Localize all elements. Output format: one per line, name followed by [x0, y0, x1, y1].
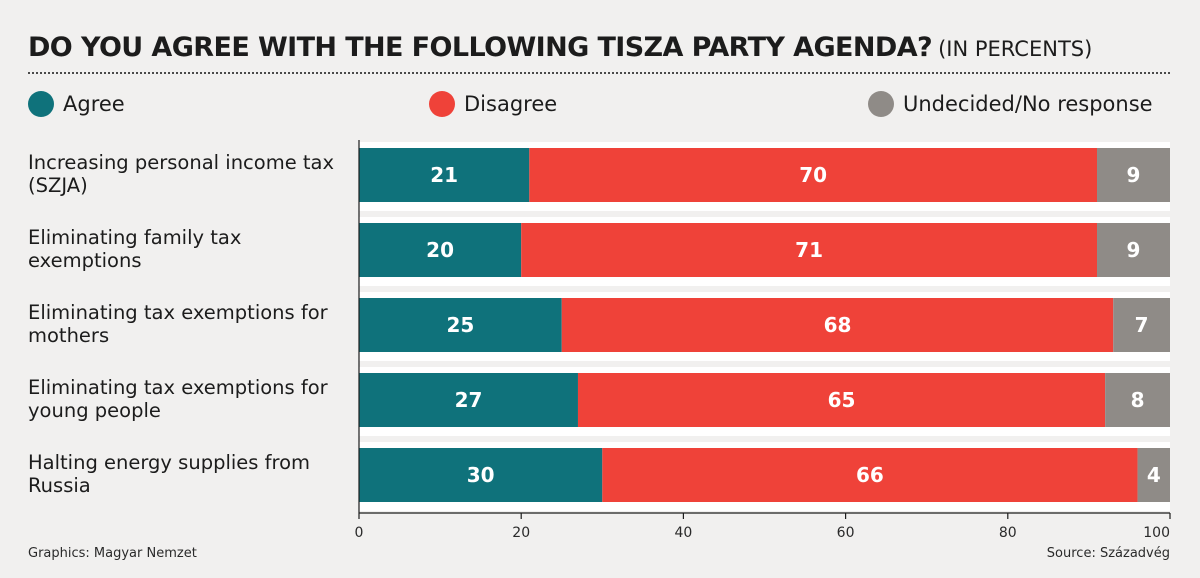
x-tick-label-20: 20 — [512, 525, 530, 541]
bar-agree-1 — [359, 148, 530, 202]
legend-item-disagree: Disagree — [429, 88, 557, 120]
legend-label-agree: Agree — [63, 92, 125, 116]
data-label-agree-4: 27 — [455, 388, 483, 412]
bar-undecided-5 — [1137, 448, 1170, 502]
category-label-2: Eliminating family tax exemptions — [28, 226, 242, 272]
data-label-undecided-2: 9 — [1127, 238, 1141, 262]
category-label-1: Increasing personal income tax (SZJA) — [28, 151, 335, 197]
bar-undecided-4 — [1105, 373, 1170, 427]
bar-disagree-5 — [602, 448, 1138, 502]
category-label-5: Halting energy supplies from Russia — [28, 451, 311, 497]
data-label-undecided-4: 8 — [1131, 388, 1145, 412]
legend-label-undecided: Undecided/No response — [903, 92, 1153, 116]
x-tick-label-100: 100 — [1143, 525, 1170, 541]
bar-agree-4 — [359, 373, 578, 427]
title-divider — [28, 72, 1170, 74]
x-tick-label-0: 0 — [355, 525, 364, 541]
legend-swatch-undecided — [868, 91, 894, 117]
data-label-undecided-3: 7 — [1135, 313, 1149, 337]
bar-disagree-2 — [521, 223, 1098, 277]
footer-credit: Graphics: Magyar Nemzet — [28, 546, 197, 561]
chart-title: DO YOU AGREE WITH THE FOLLOWING TISZA PA… — [28, 32, 933, 63]
data-label-undecided-1: 9 — [1127, 163, 1141, 187]
x-tick-label-60: 60 — [837, 525, 855, 541]
bar-disagree-4 — [577, 373, 1106, 427]
legend-label-disagree: Disagree — [464, 92, 558, 116]
data-label-disagree-5: 66 — [856, 463, 884, 487]
x-tick-label-40: 40 — [674, 525, 692, 541]
category-label-3: Eliminating tax exemptions for mothers — [28, 301, 328, 347]
data-label-disagree-4: 65 — [828, 388, 856, 412]
data-label-disagree-2: 71 — [795, 238, 823, 262]
chart-title-row: DO YOU AGREE WITH THE FOLLOWING TISZA PA… — [28, 32, 1173, 63]
legend-item-undecided: Undecided/No response — [868, 88, 1153, 120]
x-tick-label-80: 80 — [999, 525, 1017, 541]
data-label-agree-3: 25 — [446, 313, 474, 337]
category-label-4: Eliminating tax exemptions for young peo… — [28, 376, 328, 422]
bar-agree-3 — [359, 298, 562, 352]
bar-undecided-3 — [1113, 298, 1170, 352]
legend-item-agree: Agree — [28, 88, 125, 120]
footer-source: Source: Századvég — [1046, 546, 1170, 561]
data-label-undecided-5: 4 — [1147, 463, 1161, 487]
bar-undecided-1 — [1097, 148, 1170, 202]
data-label-agree-5: 30 — [467, 463, 495, 487]
data-label-agree-1: 21 — [430, 163, 458, 187]
bar-agree-5 — [359, 448, 603, 502]
bar-undecided-2 — [1097, 223, 1170, 277]
legend-swatch-disagree — [429, 91, 455, 117]
data-label-disagree-1: 70 — [799, 163, 827, 187]
data-label-disagree-3: 68 — [824, 313, 852, 337]
bar-disagree-3 — [561, 298, 1114, 352]
data-label-agree-2: 20 — [426, 238, 454, 262]
legend-swatch-agree — [28, 91, 54, 117]
bar-disagree-1 — [529, 148, 1098, 202]
chart-subtitle: (IN PERCENTS) — [938, 37, 1093, 61]
bar-agree-2 — [359, 223, 522, 277]
